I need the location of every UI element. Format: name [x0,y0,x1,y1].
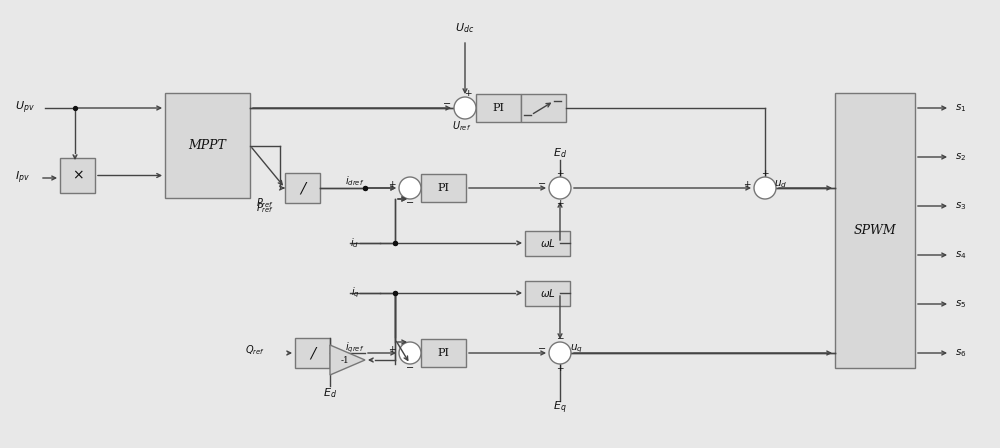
Text: $i_{qref}$: $i_{qref}$ [345,341,365,355]
Circle shape [549,342,571,364]
Text: −: − [443,100,451,109]
Text: $Q_{ref}$: $Q_{ref}$ [245,343,265,357]
Text: $E_d$: $E_d$ [553,146,567,160]
Text: SPWM: SPWM [854,224,896,237]
Text: $s_2$: $s_2$ [955,151,966,163]
Text: $P_{ref}$: $P_{ref}$ [256,196,274,210]
FancyBboxPatch shape [835,93,915,368]
FancyBboxPatch shape [421,174,466,202]
FancyBboxPatch shape [476,94,521,122]
Text: −: − [406,363,414,372]
Text: +: + [464,89,471,98]
Text: MPPT: MPPT [189,139,226,152]
Text: −: − [556,333,564,343]
Text: $i_d$: $i_d$ [350,236,360,250]
Circle shape [399,342,421,364]
Text: $s_5$: $s_5$ [955,298,966,310]
Text: $u_d$: $u_d$ [774,178,788,190]
Text: $i_{dref}$: $i_{dref}$ [345,174,365,188]
Text: PI: PI [438,183,450,193]
Text: +: + [556,198,564,207]
Text: −: − [538,345,546,354]
Text: PI: PI [492,103,505,113]
Text: +: + [388,180,396,189]
Text: +: + [761,168,769,177]
Text: $s_1$: $s_1$ [955,102,966,114]
Circle shape [549,177,571,199]
Text: +: + [556,363,564,372]
Text: $E_q$: $E_q$ [553,400,567,416]
FancyBboxPatch shape [295,338,330,368]
Polygon shape [330,345,365,375]
Text: +: + [744,180,751,189]
Text: +: + [388,345,396,354]
FancyBboxPatch shape [521,94,566,122]
Circle shape [399,177,421,199]
Text: $u_q$: $u_q$ [570,343,582,355]
Text: /: / [300,181,305,195]
Text: $I_{pv}$: $I_{pv}$ [15,170,30,186]
Text: $s_4$: $s_4$ [955,249,967,261]
FancyBboxPatch shape [525,231,570,255]
FancyBboxPatch shape [525,280,570,306]
Text: -1: -1 [341,356,349,365]
Text: $\omega L$: $\omega L$ [540,287,555,299]
Text: −: − [406,198,414,207]
Text: $E_d$: $E_d$ [323,386,337,400]
FancyBboxPatch shape [165,93,250,198]
Text: $\times$: $\times$ [72,168,83,182]
Text: $U_{ref}$: $U_{ref}$ [452,119,472,133]
Circle shape [454,97,476,119]
Text: $U_{pv}$: $U_{pv}$ [15,100,35,116]
Text: −: − [538,180,546,189]
Text: +: + [556,168,564,177]
Text: /: / [310,346,315,360]
Text: $i_q$: $i_q$ [351,286,359,300]
FancyBboxPatch shape [60,158,95,193]
Text: $\omega L$: $\omega L$ [540,237,555,249]
Circle shape [754,177,776,199]
FancyBboxPatch shape [421,339,466,367]
Text: PI: PI [438,348,450,358]
Text: $s_3$: $s_3$ [955,200,966,212]
Text: $U_{dc}$: $U_{dc}$ [455,21,475,35]
Text: $P_{ref}$: $P_{ref}$ [256,201,274,215]
FancyBboxPatch shape [285,173,320,203]
Text: $s_6$: $s_6$ [955,347,967,359]
